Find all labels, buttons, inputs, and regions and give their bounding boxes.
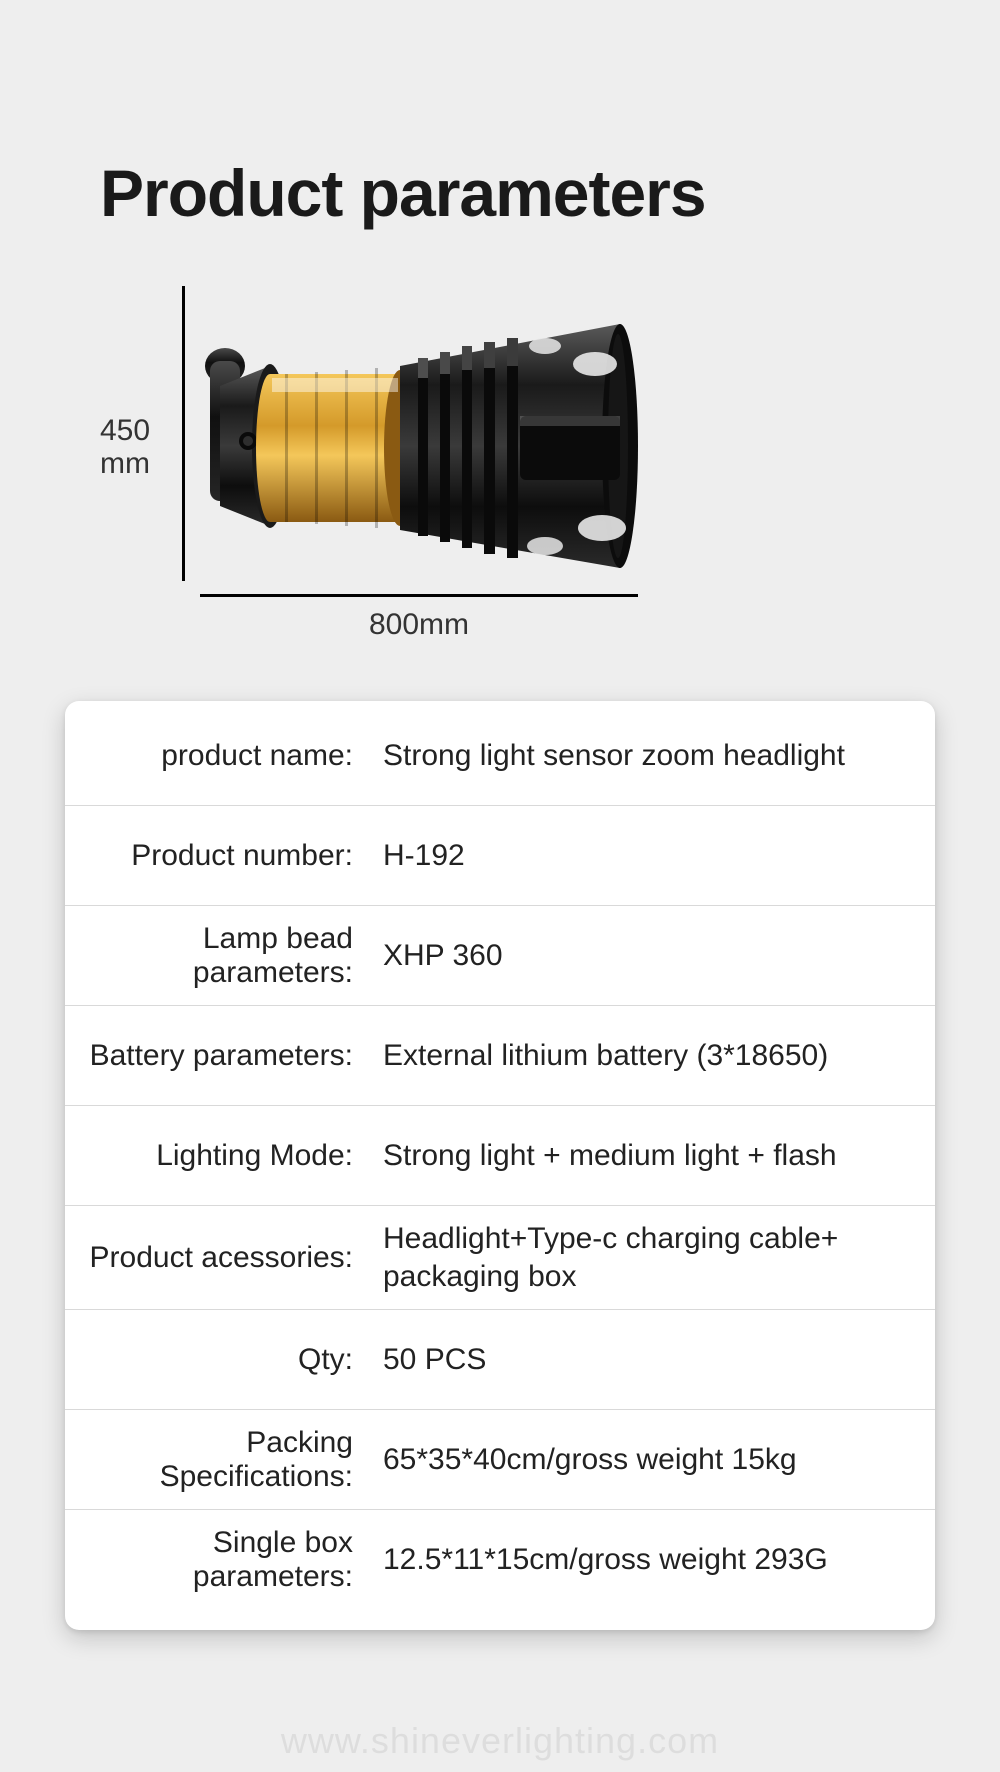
height-value: 450 — [100, 414, 150, 447]
spec-value: 12.5*11*15cm/gross weight 293G — [375, 1541, 935, 1579]
height-unit: mm — [100, 447, 150, 480]
spec-row: Lighting Mode: Strong light + medium lig… — [65, 1106, 935, 1206]
spec-label: product name: — [65, 739, 375, 773]
product-illustration — [200, 306, 638, 576]
spec-label: Battery parameters: — [65, 1039, 375, 1073]
spec-label: Single box parameters: — [65, 1526, 375, 1593]
vertical-dimension-line — [182, 286, 185, 581]
height-dimension-label: 450 mm — [100, 414, 150, 480]
spec-value: Headlight+Type-c charging cable+ packagi… — [375, 1220, 935, 1295]
spec-value: Strong light + medium light + flash — [375, 1137, 935, 1175]
spec-row: Single box parameters: 12.5*11*15cm/gros… — [65, 1510, 935, 1610]
spec-row: product name: Strong light sensor zoom h… — [65, 706, 935, 806]
spec-row: Product acessories: Headlight+Type-c cha… — [65, 1206, 935, 1310]
headlight-svg — [200, 306, 638, 576]
spec-row: Product number: H-192 — [65, 806, 935, 906]
spec-value: 65*35*40cm/gross weight 15kg — [375, 1441, 935, 1479]
spec-row: Qty: 50 PCS — [65, 1310, 935, 1410]
horizontal-dimension-line — [200, 594, 638, 597]
spec-value: 50 PCS — [375, 1341, 935, 1379]
spec-label: Lighting Mode: — [65, 1139, 375, 1173]
spec-value: External lithium battery (3*18650) — [375, 1037, 935, 1075]
spec-label: Product acessories: — [65, 1241, 375, 1275]
spec-row: Lamp bead parameters: XHP 360 — [65, 906, 935, 1006]
spec-label: Qty: — [65, 1343, 375, 1377]
spec-row: Packing Specifications: 65*35*40cm/gross… — [65, 1410, 935, 1510]
width-dimension-label: 800mm — [200, 608, 638, 642]
spec-row: Battery parameters: External lithium bat… — [65, 1006, 935, 1106]
spec-label: Packing Specifications: — [65, 1426, 375, 1493]
spec-card: product name: Strong light sensor zoom h… — [65, 701, 935, 1630]
spec-value: H-192 — [375, 837, 935, 875]
product-dimension-diagram: 450 mm — [100, 286, 660, 656]
page-title: Product parameters — [0, 0, 1000, 231]
spec-label: Product number: — [65, 839, 375, 873]
spec-label: Lamp bead parameters: — [65, 922, 375, 989]
watermark-text: www.shineverlighting.com — [0, 1720, 1000, 1762]
spec-value: XHP 360 — [375, 937, 935, 975]
spec-value: Strong light sensor zoom headlight — [375, 737, 935, 775]
